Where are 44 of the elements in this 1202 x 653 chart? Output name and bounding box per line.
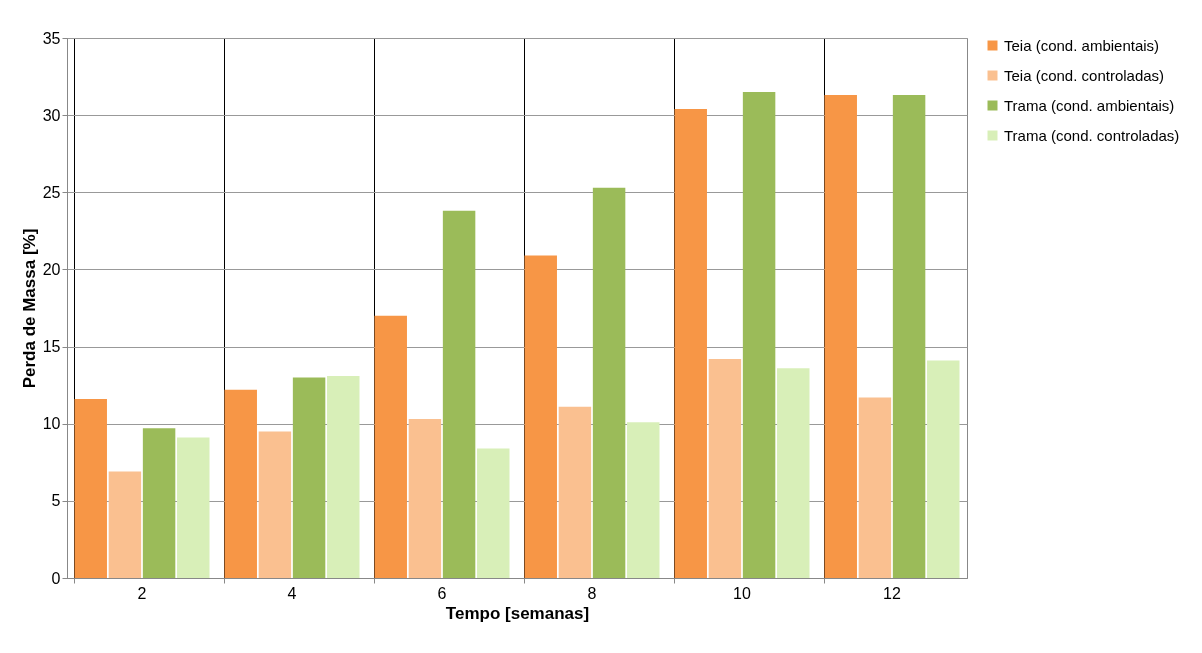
y-tick-label: 35 [42,29,61,47]
y-axis-title: Perda de Massa [%] [19,228,39,389]
bar [777,368,810,578]
bar [108,471,142,578]
bar [858,397,892,578]
y-tick-label: 0 [51,569,61,587]
legend-label: Teia (cond. controladas) [1004,66,1165,84]
y-tick-label: 20 [42,260,61,278]
bar [708,358,742,578]
x-tick-label: 12 [883,584,901,602]
x-tick-label: 2 [137,584,147,602]
bar [742,92,776,578]
bar [892,95,926,578]
bar [477,448,510,578]
bar [142,428,176,578]
bar [327,375,360,578]
x-tick-label: 4 [287,584,297,602]
bar [224,389,257,578]
x-axis-title: Tempo [semanas] [445,603,590,623]
y-tick-label: 10 [42,415,61,433]
legend-label: Trama (cond. controladas) [1004,126,1180,144]
legend-label: Teia (cond. ambientais) [1004,36,1160,54]
bar [258,431,292,578]
bar [74,399,107,578]
bar [524,255,557,578]
bar [408,419,442,578]
bar [442,210,476,578]
bar [674,108,707,578]
x-tick-label: 8 [587,584,597,602]
x-tick-label: 6 [437,584,447,602]
bar [374,315,407,578]
bar [177,437,210,578]
bar [558,406,592,578]
y-tick-label: 30 [42,106,61,124]
y-tick-label: 25 [42,183,61,201]
bar [292,377,326,578]
x-tick-label: 10 [733,584,751,602]
bar [592,187,626,578]
bar [927,360,960,578]
bar [627,422,660,578]
y-tick-label: 5 [51,492,61,510]
y-tick-label: 15 [42,338,61,356]
bar [824,95,857,578]
legend-label: Trama (cond. ambientais) [1004,96,1175,114]
